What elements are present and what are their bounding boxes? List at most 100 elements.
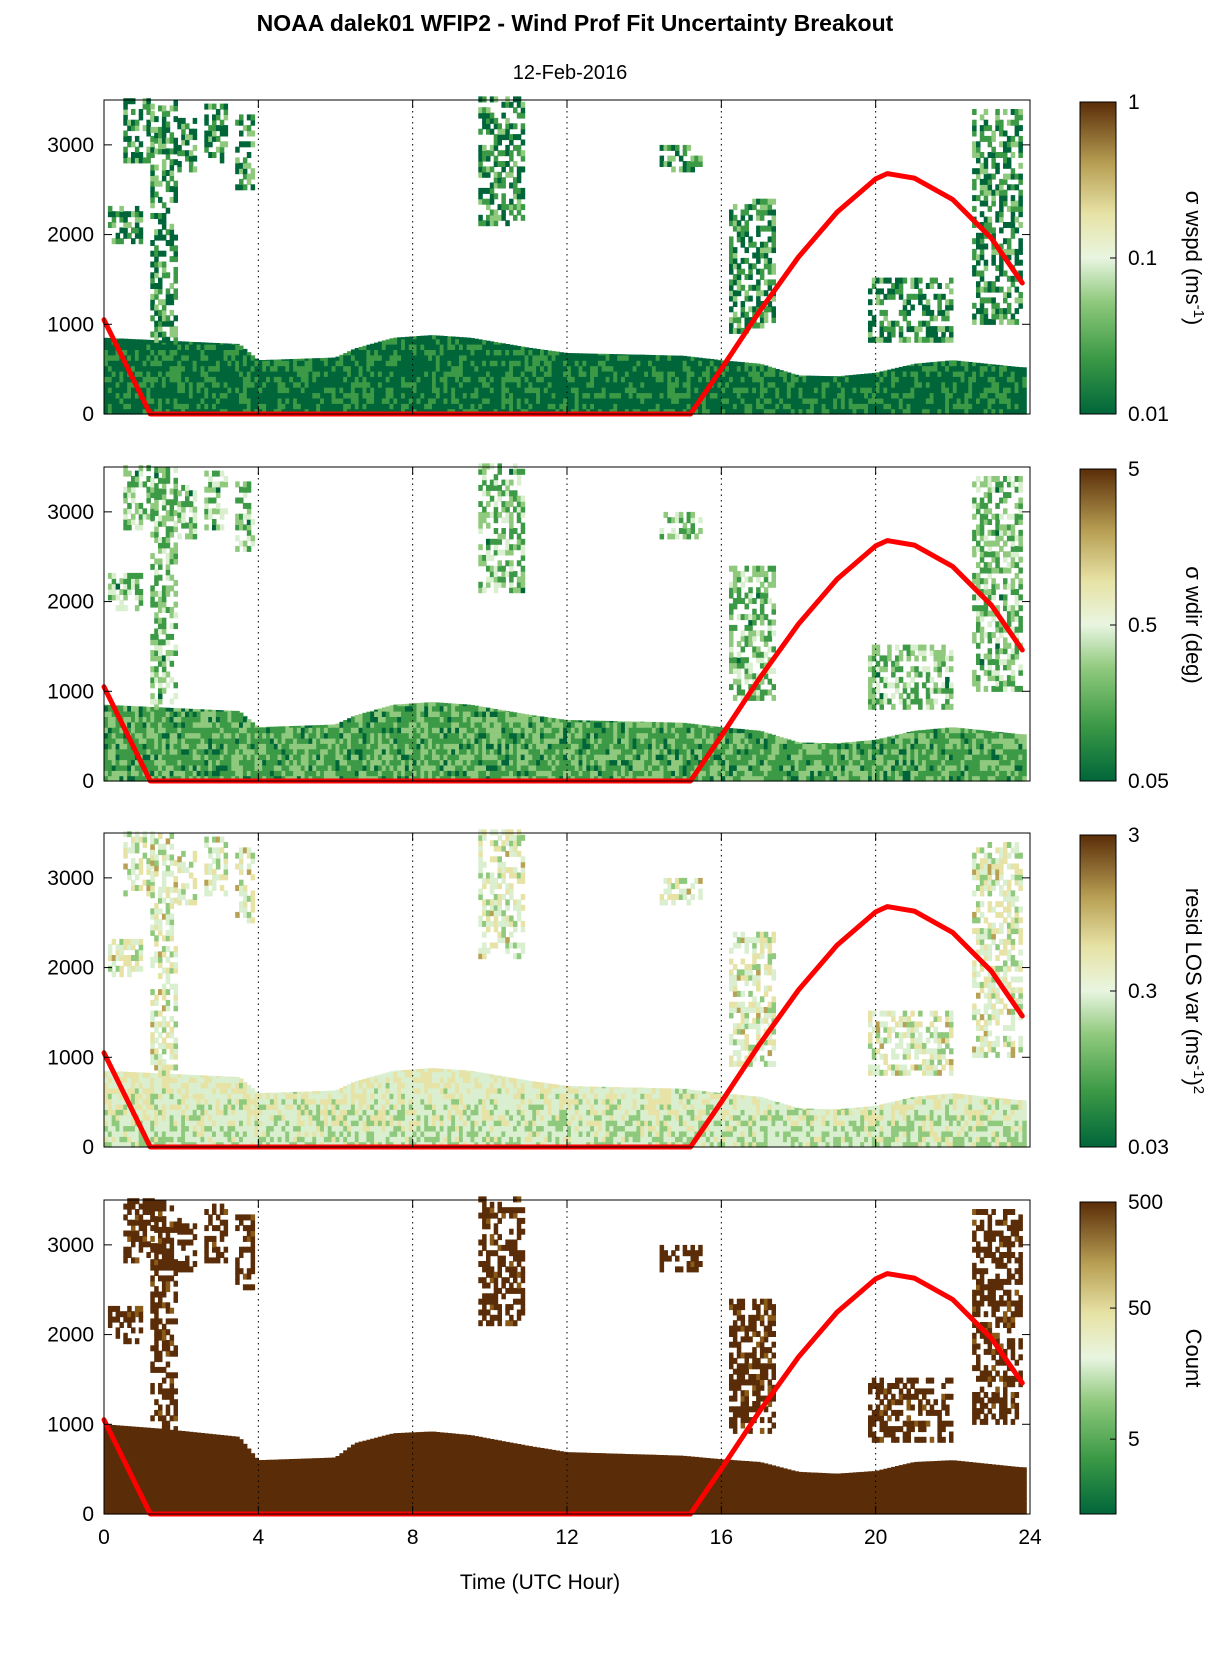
heatmap-cell (278, 360, 283, 366)
heatmap-cell (212, 355, 217, 361)
heatmap-cell (224, 349, 229, 355)
heatmap-cell (521, 403, 526, 409)
heatmap-cell (166, 148, 171, 154)
heatmap-cell (243, 168, 248, 174)
heatmap-cell (135, 206, 140, 212)
heatmap-cell (104, 770, 109, 776)
heatmap-cell (193, 344, 198, 350)
heatmap-cell (185, 156, 190, 162)
heatmap-cell (104, 398, 109, 404)
heatmap-cell (204, 760, 209, 766)
heatmap-cell (177, 738, 182, 744)
heatmap-cell (702, 382, 707, 388)
heatmap-cell (289, 387, 294, 393)
heatmap-cell (980, 114, 985, 120)
heatmap-cell (243, 157, 248, 163)
heatmap-cell (332, 366, 337, 372)
heatmap-cell (706, 371, 711, 377)
heatmap-cell (436, 398, 441, 404)
heatmap-cell (1003, 152, 1008, 158)
heatmap-cell (1003, 190, 1008, 196)
heatmap-cell (297, 754, 302, 760)
heatmap-cell (482, 398, 487, 404)
heatmap-cell (382, 738, 387, 744)
heatmap-cell (899, 337, 904, 343)
heatmap-cell (544, 393, 549, 399)
heatmap-cell (150, 733, 155, 739)
heatmap-cell (999, 217, 1004, 223)
heatmap-cell (795, 393, 800, 399)
heatmap-cell (162, 213, 167, 219)
heatmap-cell (517, 204, 522, 210)
heatmap-cell (675, 403, 680, 409)
heatmap-cell (166, 403, 171, 409)
heatmap-cell (324, 754, 329, 760)
heatmap-cell (150, 240, 155, 246)
heatmap-cell (324, 358, 329, 361)
heatmap-cell (166, 749, 171, 755)
heatmap-cell (745, 312, 750, 318)
heatmap-cell (594, 382, 599, 388)
heatmap-cell (112, 387, 117, 393)
heatmap-cell (1011, 174, 1016, 180)
heatmap-cell (177, 376, 182, 382)
heatmap-cell (513, 123, 518, 129)
heatmap-cell (772, 317, 777, 323)
heatmap-cell (174, 288, 179, 294)
heatmap-cell (162, 175, 167, 181)
heatmap-cell (243, 163, 248, 169)
heatmap-cell (312, 376, 317, 382)
heatmap-cell (729, 361, 734, 366)
heatmap-cell (378, 387, 383, 393)
heatmap-cell (517, 102, 522, 108)
heatmap-cell (397, 344, 402, 350)
heatmap-cell (984, 201, 989, 207)
heatmap-cell (150, 722, 155, 728)
heatmap-cell (417, 360, 422, 366)
heatmap-cell (197, 398, 202, 404)
heatmap-cell (555, 398, 560, 404)
heatmap-cell (833, 376, 838, 377)
heatmap-cell (278, 359, 283, 360)
heatmap-cell (980, 271, 985, 277)
heatmap-cell (509, 156, 513, 162)
heatmap-cell (278, 770, 283, 776)
heatmap-cell (926, 332, 931, 338)
heatmap-cell (112, 366, 117, 372)
heatmap-cell (146, 147, 151, 153)
heatmap-cell (247, 179, 252, 185)
heatmap-cell (752, 204, 757, 210)
heatmap-cell (1022, 398, 1027, 404)
heatmap-cell (629, 393, 634, 399)
heatmap-cell (162, 202, 167, 208)
heatmap-cell (278, 398, 283, 404)
heatmap-cell (363, 765, 368, 771)
heatmap-cell (590, 376, 595, 382)
heatmap-cell (212, 754, 217, 760)
heatmap-cell (517, 371, 522, 377)
heatmap-cell (185, 398, 190, 404)
heatmap-cell (455, 360, 460, 366)
heatmap-cell (150, 355, 155, 361)
heatmap-cell (405, 366, 410, 372)
heatmap-cell (216, 349, 221, 355)
heatmap-cell (972, 398, 977, 404)
heatmap-cell (177, 733, 182, 739)
heatmap-cell (104, 376, 109, 382)
heatmap-cell (139, 109, 144, 115)
heatmap-cell (509, 345, 513, 350)
heatmap-cell (609, 360, 614, 366)
heatmap-cell (146, 743, 151, 749)
heatmap-cell (351, 349, 356, 355)
heatmap-cell (482, 188, 487, 194)
heatmap-cell (486, 156, 491, 162)
heatmap-cell (123, 398, 128, 404)
heatmap-cell (1007, 287, 1012, 293)
heatmap-cell (289, 770, 294, 776)
heatmap-cell (146, 340, 151, 345)
heatmap-cell (231, 760, 236, 766)
heatmap-cell (305, 371, 310, 377)
heatmap-cell (216, 743, 221, 749)
heatmap-cell (984, 366, 989, 372)
heatmap-cell (521, 215, 526, 221)
